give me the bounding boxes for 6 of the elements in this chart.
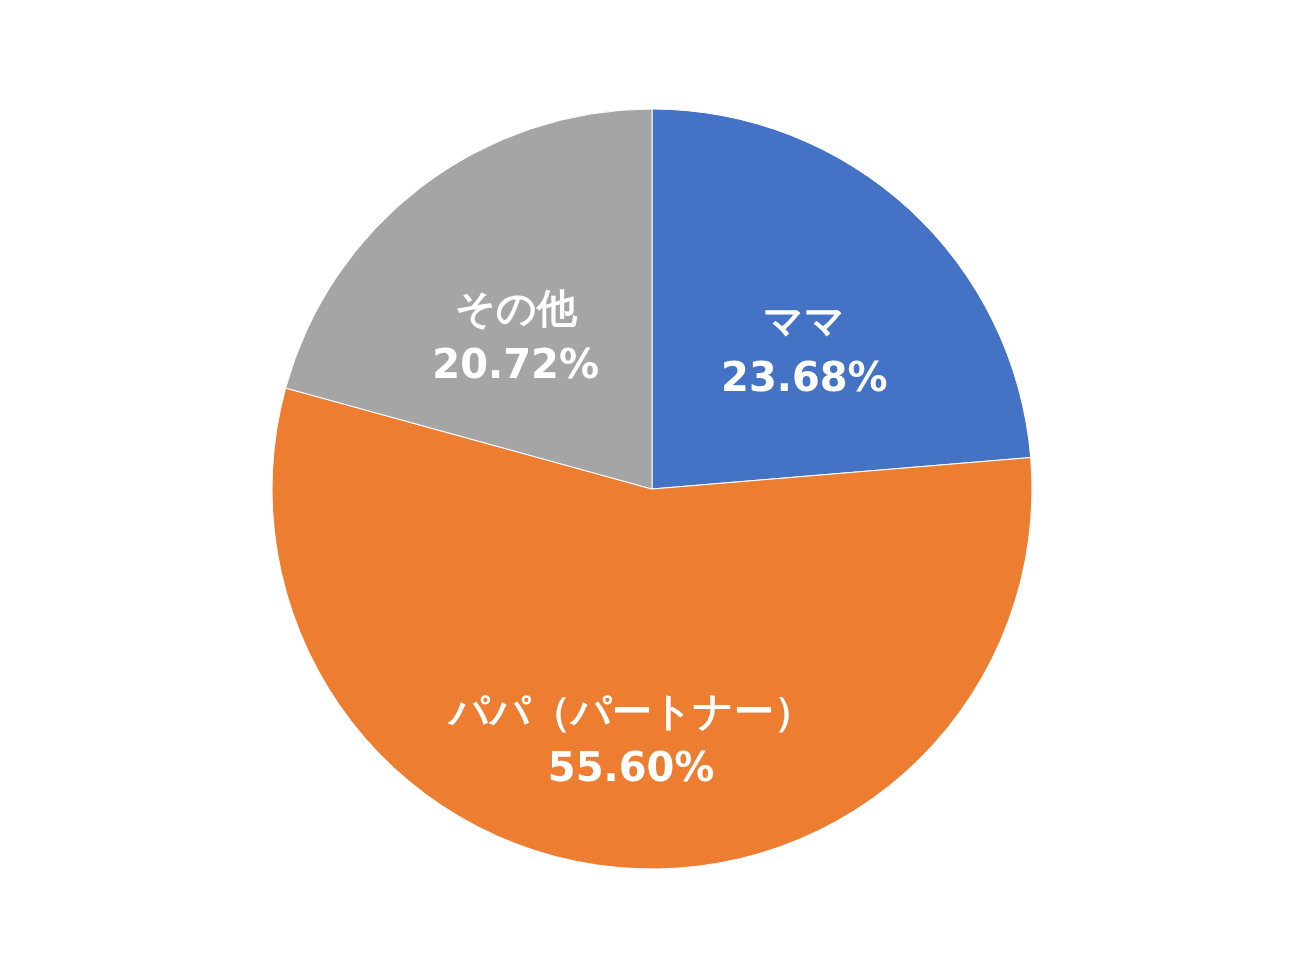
slice-label: その他 [454,285,578,332]
data-label: 23.68% [721,354,888,401]
slice-label: パパ（パートナー） [446,688,814,735]
slice-label: ママ [763,298,846,345]
data-label: 55.60% [547,744,715,791]
data-label: 20.72% [432,341,599,388]
